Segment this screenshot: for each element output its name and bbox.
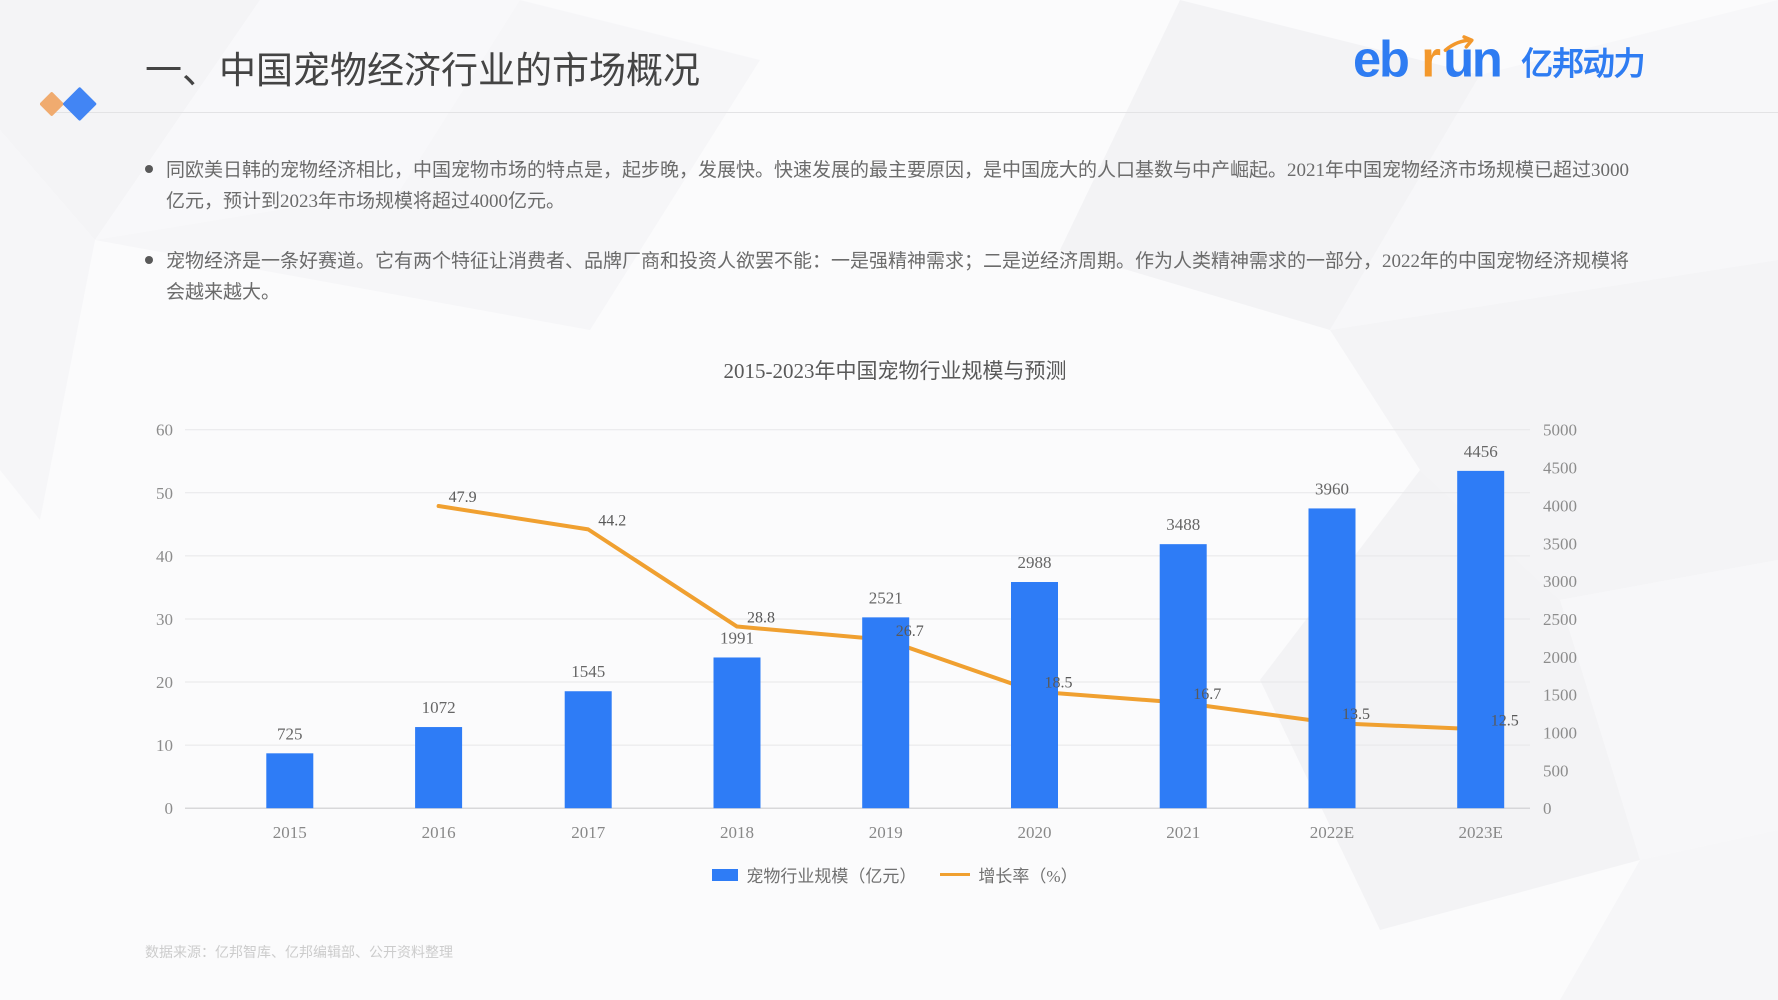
svg-text:10: 10 xyxy=(156,736,173,755)
svg-text:725: 725 xyxy=(277,724,303,743)
svg-text:16.7: 16.7 xyxy=(1193,686,1221,703)
svg-text:2521: 2521 xyxy=(869,588,903,607)
svg-text:2019: 2019 xyxy=(869,823,903,842)
svg-text:0: 0 xyxy=(165,799,174,818)
svg-text:30: 30 xyxy=(156,610,173,629)
svg-text:28.8: 28.8 xyxy=(747,610,775,627)
svg-text:500: 500 xyxy=(1543,761,1569,780)
svg-text:1545: 1545 xyxy=(571,662,605,681)
svg-text:2988: 2988 xyxy=(1018,553,1052,572)
svg-text:3960: 3960 xyxy=(1315,479,1349,498)
svg-text:50: 50 xyxy=(156,484,173,503)
svg-text:2021: 2021 xyxy=(1166,823,1200,842)
svg-text:20: 20 xyxy=(156,673,173,692)
svg-text:2016: 2016 xyxy=(422,823,456,842)
svg-text:18.5: 18.5 xyxy=(1045,675,1073,692)
svg-text:2000: 2000 xyxy=(1543,648,1577,667)
svg-text:60: 60 xyxy=(156,421,173,440)
svg-text:1072: 1072 xyxy=(422,698,456,717)
svg-text:3488: 3488 xyxy=(1166,515,1200,534)
svg-text:1991: 1991 xyxy=(720,628,754,647)
svg-text:2023E: 2023E xyxy=(1459,823,1503,842)
svg-text:47.9: 47.9 xyxy=(449,489,477,506)
svg-text:2018: 2018 xyxy=(720,823,754,842)
svg-text:12.5: 12.5 xyxy=(1491,712,1519,729)
svg-text:3500: 3500 xyxy=(1543,534,1577,553)
svg-text:r: r xyxy=(1421,31,1440,88)
svg-text:eb: eb xyxy=(1353,31,1408,88)
svg-text:2022E: 2022E xyxy=(1310,823,1354,842)
svg-text:4500: 4500 xyxy=(1543,459,1577,478)
svg-text:0: 0 xyxy=(1543,799,1552,818)
svg-text:40: 40 xyxy=(156,547,173,566)
svg-text:4456: 4456 xyxy=(1464,442,1498,461)
svg-text:26.7: 26.7 xyxy=(896,623,924,640)
svg-text:1000: 1000 xyxy=(1543,724,1577,743)
svg-text:44.2: 44.2 xyxy=(598,512,626,529)
svg-text:2015: 2015 xyxy=(273,823,307,842)
svg-text:4000: 4000 xyxy=(1543,496,1577,515)
svg-text:3000: 3000 xyxy=(1543,572,1577,591)
svg-text:5000: 5000 xyxy=(1543,421,1577,440)
svg-text:1500: 1500 xyxy=(1543,686,1577,705)
svg-text:2020: 2020 xyxy=(1018,823,1052,842)
svg-text:2500: 2500 xyxy=(1543,610,1577,629)
svg-text:2017: 2017 xyxy=(571,823,606,842)
svg-text:亿邦动力: 亿邦动力 xyxy=(1521,45,1644,81)
svg-text:13.5: 13.5 xyxy=(1342,706,1370,723)
